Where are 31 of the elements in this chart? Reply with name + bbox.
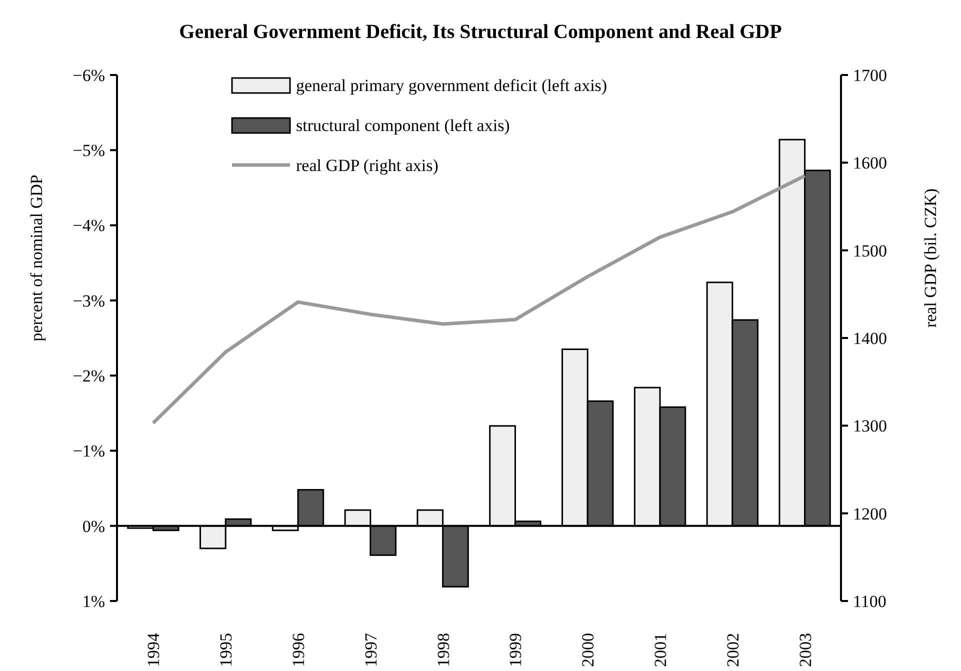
y2-tick-label: 1200 xyxy=(853,504,887,524)
x-tick-label: 1997 xyxy=(361,632,380,667)
y-tick-label: −3% xyxy=(72,291,105,310)
y-tick-label: 1% xyxy=(82,592,105,611)
x-tick-label: 1998 xyxy=(434,633,453,667)
y2-tick-label: 1500 xyxy=(853,241,887,260)
x-tick-label: 1999 xyxy=(506,633,526,667)
legend-label: structural component (left axis) xyxy=(296,116,510,135)
x-tick-label: 1996 xyxy=(288,633,308,667)
y-tick-label: −5% xyxy=(72,141,105,160)
x-tick-label: 2001 xyxy=(650,633,670,667)
y-tick-label: −1% xyxy=(72,442,105,461)
y2-tick-label: 1700 xyxy=(853,66,887,85)
y-tick-label: −6% xyxy=(72,66,105,85)
x-tick-label: 1994 xyxy=(144,632,164,667)
x-tick-label: 1995 xyxy=(216,633,236,667)
y-tick-label: −2% xyxy=(72,366,105,386)
x-tick-label: 2000 xyxy=(578,633,598,667)
chart-title: General Government Deficit, Its Structural Component and Real GDP xyxy=(179,21,782,43)
y-tick-label: −4% xyxy=(72,216,105,236)
y-axis-title: percent of nominal GDP xyxy=(27,174,46,342)
legend-label: general primary government deficit (left axis) xyxy=(296,76,608,95)
legend-label: real GDP (right axis) xyxy=(296,156,438,175)
y2-tick-label: 1300 xyxy=(853,416,887,436)
y2-axis-title: real GDP (bil. CZK) xyxy=(921,188,940,328)
y-tick-label: 0% xyxy=(82,516,105,536)
y2-tick-label: 1100 xyxy=(853,592,886,611)
y2-tick-label: 1600 xyxy=(853,154,887,173)
x-tick-label: 2003 xyxy=(796,633,815,667)
y2-tick-label: 1400 xyxy=(853,328,887,348)
x-tick-label: 2002 xyxy=(723,633,742,667)
